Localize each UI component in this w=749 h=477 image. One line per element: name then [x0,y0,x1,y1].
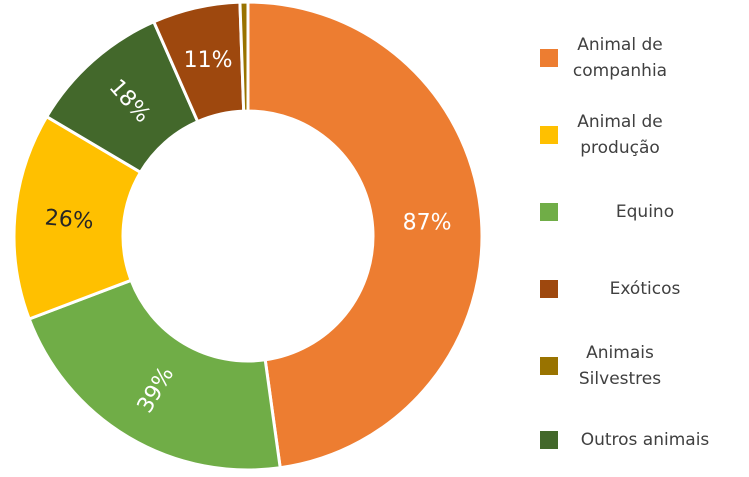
slice [238,0,250,113]
slice [27,278,282,472]
chart: 87%39%26%18%11% [12,0,484,472]
data-label: 26% [44,205,95,234]
legend-swatch [540,203,558,221]
legend-item: Equino [540,186,745,238]
legend-swatch [540,49,558,67]
legend-item: Animais Silvestres [540,340,745,392]
legend-swatch [540,357,558,375]
legend-swatch [540,280,558,298]
legend-label: Animal de produção [577,112,663,158]
legend-item: Animal de companhia [540,32,745,84]
legend-swatch [540,431,558,449]
legend-label: Animais Silvestres [578,343,662,389]
slice [246,0,484,470]
legend-label: Exóticos [609,279,681,299]
legend-label: Animal de companhia [572,35,668,81]
data-label: 11% [184,48,233,73]
legend-swatch [540,126,558,144]
legend-label: Outros animais [580,430,710,450]
data-label: 87% [403,211,452,236]
legend-item: Animal de produção [540,109,745,161]
legend-item: Outros animais [540,414,745,466]
legend-item: Exóticos [540,263,745,315]
legend-label: Equino [615,202,675,222]
